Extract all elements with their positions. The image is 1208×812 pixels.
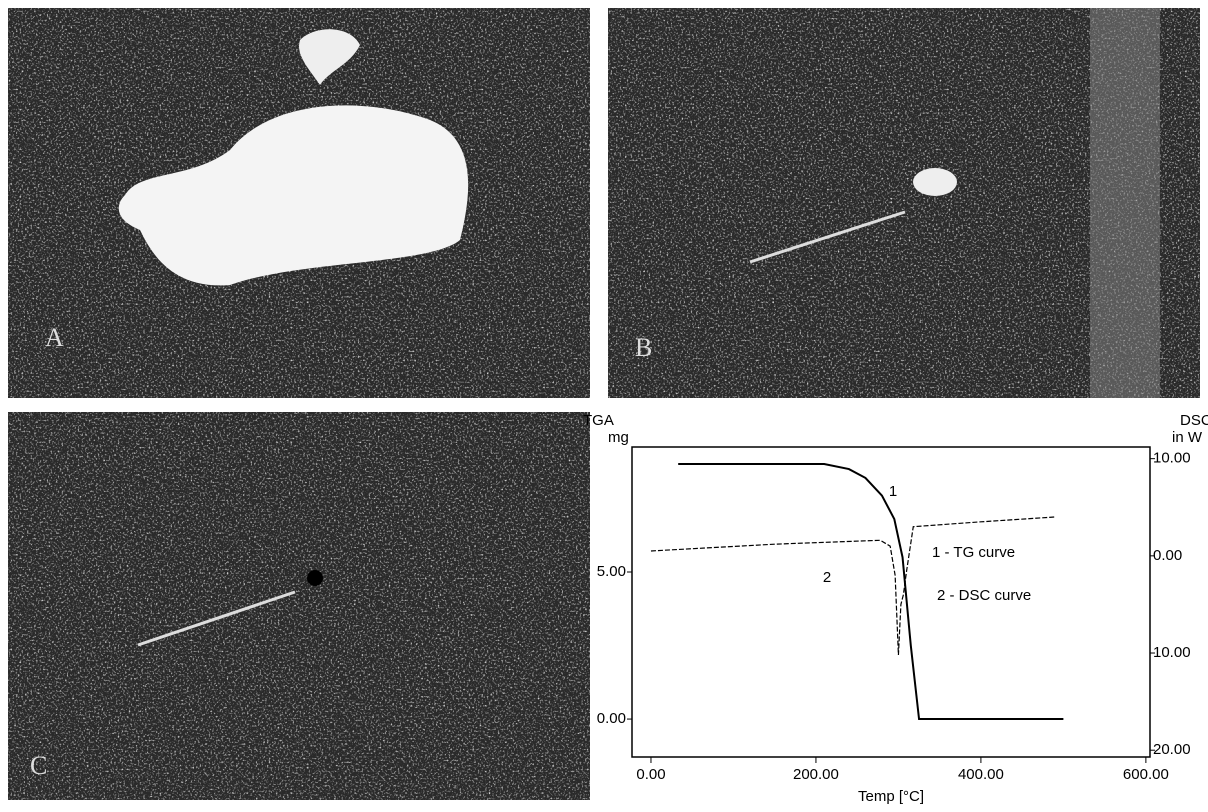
x-tick-label: 400.00: [958, 766, 1004, 783]
y2-tick-label: 0.00: [1153, 547, 1182, 564]
y2-tick-label: 10.00: [1153, 450, 1191, 467]
x-tick-label: 600.00: [1123, 766, 1169, 783]
y-axis-unit: mg: [608, 429, 629, 446]
figure: A B C TGA mg DSC in W Temp [°C] 0.00 200.…: [0, 0, 1208, 807]
y2-tick-label: 10.00: [1153, 644, 1191, 661]
y-tick-label: 0.00: [597, 710, 626, 727]
y2-axis-unit: in W: [1172, 429, 1203, 446]
micrograph-b: B: [608, 8, 1200, 398]
panel-label: B: [635, 333, 652, 362]
y2-axis-label: DSC: [1180, 412, 1208, 429]
annotation: 2 - DSC curve: [937, 587, 1031, 604]
x-tick-label: 0.00: [636, 766, 665, 783]
panel-label: C: [30, 751, 47, 780]
micrograph-c: C: [8, 412, 590, 800]
series-label: 2: [823, 569, 831, 586]
series-label: 1: [889, 483, 897, 500]
y2-tick-label: 20.00: [1153, 741, 1191, 758]
y-tick-label: 5.00: [597, 563, 626, 580]
y-axis-label: TGA: [583, 412, 614, 429]
x-tick-label: 200.00: [793, 766, 839, 783]
annotation: 1 - TG curve: [932, 544, 1015, 561]
panel-label: A: [45, 323, 64, 352]
x-axis-label: Temp [°C]: [858, 788, 924, 805]
micrograph-a: A: [8, 8, 590, 398]
